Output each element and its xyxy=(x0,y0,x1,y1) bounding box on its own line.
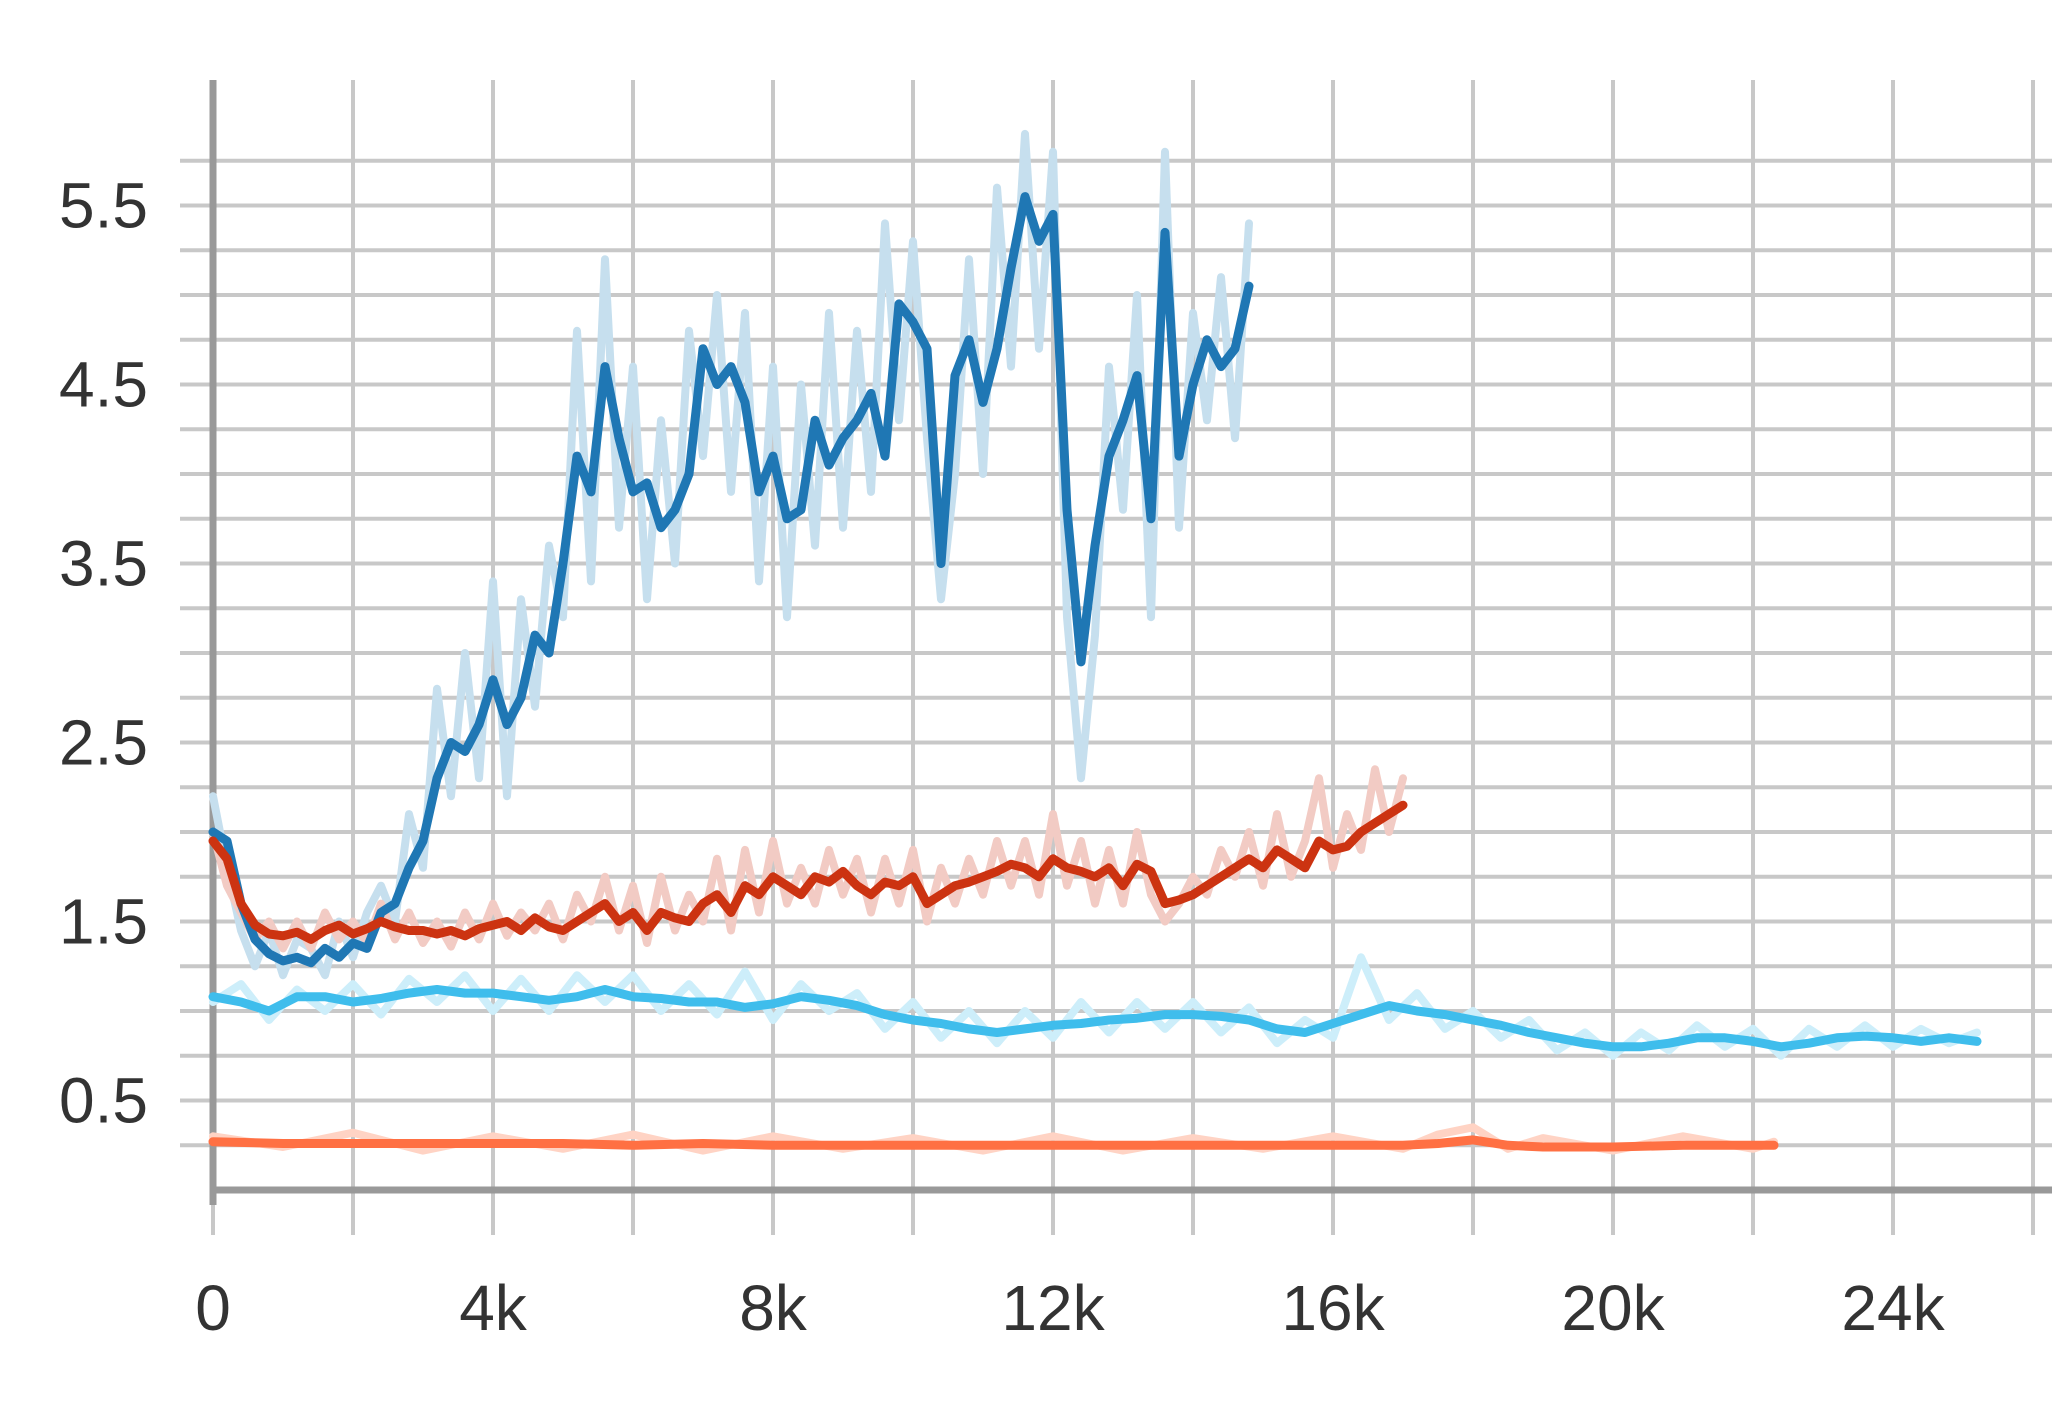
x-tick-label: 12k xyxy=(1001,1272,1105,1344)
x-tick-label: 16k xyxy=(1281,1272,1385,1344)
y-tick-label: 5.5 xyxy=(59,170,148,242)
raw-series-line-0 xyxy=(209,129,1253,980)
series-line-2 xyxy=(208,985,1982,1052)
y-tick-label: 4.5 xyxy=(59,349,148,421)
y-tick-label: 1.5 xyxy=(59,886,148,958)
raw-series-lines xyxy=(209,129,1981,1155)
y-tick-label: 2.5 xyxy=(59,707,148,779)
series-line-1 xyxy=(208,800,1408,944)
x-tick-label: 24k xyxy=(1841,1272,1945,1344)
y-tick-label: 3.5 xyxy=(59,528,148,600)
smoothed-series-lines xyxy=(208,192,1982,1152)
x-tick-label: 20k xyxy=(1561,1272,1665,1344)
y-tick-labels: 0.5 1.5 2.5 3.5 4.5 5.5 xyxy=(59,170,148,1137)
x-tick-label: 0 xyxy=(195,1272,231,1344)
series-line-3 xyxy=(208,1135,1779,1152)
axes xyxy=(209,80,2052,1205)
series-line-0 xyxy=(208,192,1254,968)
x-tick-label: 4k xyxy=(459,1272,528,1344)
y-tick-label: 0.5 xyxy=(59,1065,148,1137)
x-tick-label: 8k xyxy=(739,1272,808,1344)
x-tick-labels: 0 4k 8k 12k 16k 20k 24k xyxy=(195,1272,1945,1344)
